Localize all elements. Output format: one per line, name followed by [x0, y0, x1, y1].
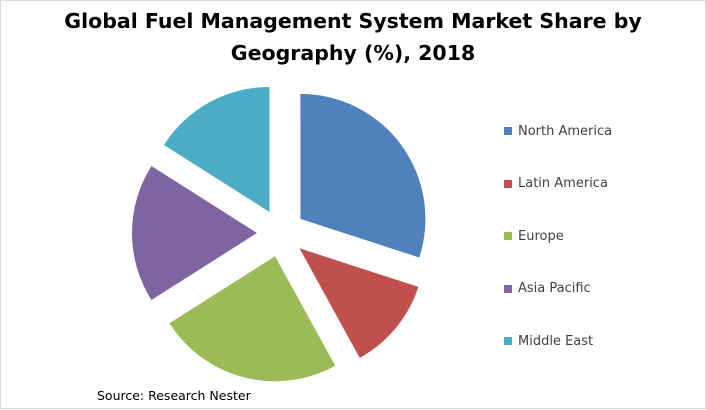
- legend-swatch: [504, 337, 512, 345]
- legend-swatch: [504, 284, 512, 293]
- pie-slice-asia-pacific: [132, 166, 257, 300]
- pie-slice-europe: [169, 256, 336, 382]
- legend-swatch: [504, 179, 512, 188]
- pie-slice-north-america: [300, 93, 426, 258]
- legend-swatch: [504, 127, 512, 135]
- legend-label: Middle East: [518, 333, 594, 349]
- legend-item: Asia Pacific: [504, 279, 591, 299]
- chart-title: Global Fuel Management System Market Sha…: [64, 9, 642, 65]
- legend-label: Asia Pacific: [518, 281, 591, 296]
- source-note: Source: Research Nester: [97, 388, 251, 403]
- legend-swatch: [504, 232, 512, 240]
- legend-label: Latin America: [518, 176, 608, 191]
- legend-label: Europe: [518, 228, 564, 244]
- legend-item: Latin America: [504, 174, 608, 194]
- legend-item: Middle East: [504, 331, 593, 351]
- pie-slice-latin-america: [299, 248, 419, 358]
- legend-item: North America: [504, 121, 612, 141]
- legend-item: Europe: [504, 226, 564, 246]
- pie-slice-middle-east: [163, 86, 270, 212]
- legend-label: North America: [518, 123, 613, 139]
